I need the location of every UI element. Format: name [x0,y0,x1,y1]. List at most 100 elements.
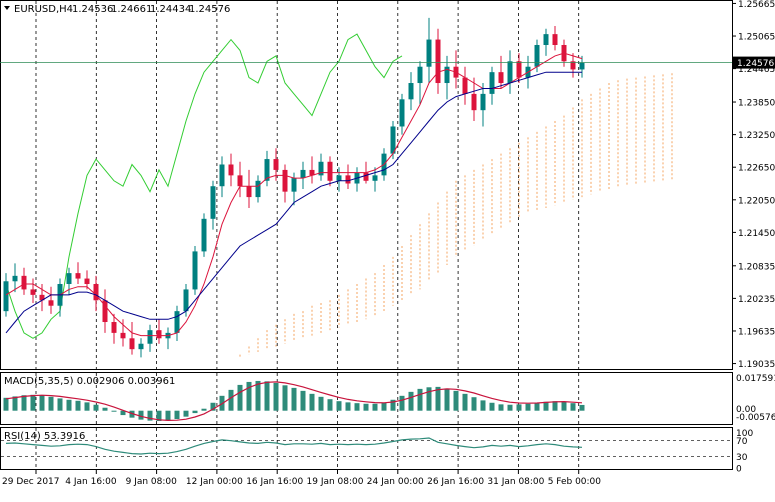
time-label-2: 9 Jan 08:00 [126,477,178,487]
macd-bar-64 [580,405,585,411]
macd-bar-57 [517,404,522,410]
rsi-axis-label-3: 0 [736,465,742,475]
candle-body-0 [4,281,9,311]
macd-bar-58 [526,404,531,411]
macd-bar-12 [112,411,117,412]
time-label-6: 24 Jan 00:00 [367,477,424,487]
kijun-line [6,72,582,333]
macd-bar-11 [103,408,108,411]
macd-bar-54 [490,403,495,411]
current-price-label: 1.24576 [737,59,774,69]
macd-bar-31 [283,385,288,410]
candle-body-5 [49,300,54,305]
macd-bar-34 [310,394,315,411]
macd-bar-33 [301,391,306,411]
macd-bar-63 [571,403,576,411]
macd-label: MACD(5,35,5) 0.002906 0.003961 [4,376,175,387]
time-label-0: 29 Dec 2017 [2,477,60,487]
macd-bar-42 [382,403,387,411]
candle-body-55 [499,72,504,83]
price-label-7: 1.21450 [738,229,775,239]
macd-bar-3 [31,395,36,411]
time-label-8: 31 Jan 08:00 [487,477,544,487]
price-label-9: 1.20235 [738,295,775,305]
macd-bar-0 [4,398,9,411]
macd-bar-25 [229,390,234,411]
candles [4,18,585,357]
time-label-4: 16 Jan 16:00 [246,477,303,487]
candle-body-46 [418,67,423,83]
macd-bar-44 [400,396,405,411]
time-label-9: 5 Feb 00:00 [548,477,602,487]
macd-bar-5 [49,397,54,411]
price-label-11: 1.19035 [738,360,775,370]
candle-body-26 [238,175,243,186]
candle-body-14 [130,338,135,349]
macd-bar-46 [418,389,423,411]
macd-bar-1 [13,396,18,410]
macd-bar-56 [508,405,513,411]
ohlc-high: 1.24661 [111,4,152,15]
macd-bar-38 [346,402,351,410]
time-label-5: 19 Jan 08:00 [307,477,364,487]
macd-bar-18 [166,411,171,421]
price-label-0: 1.25665 [738,0,775,10]
candle-body-41 [373,175,378,180]
candle-body-3 [31,289,36,294]
time-axis: 29 Dec 2017 4 Jan 16:00 9 Jan 08:00 12 Jan … [2,470,601,487]
candle-body-64 [580,62,585,69]
kijun-sen [6,72,582,333]
macd-bar-37 [337,401,342,411]
macd-bar-49 [445,388,450,410]
macd-bar-2 [22,395,27,410]
price-label-5: 1.22650 [738,164,775,174]
time-label-3: 12 Jan 00:00 [186,477,243,487]
candle-body-1 [13,276,18,281]
macd-bar-29 [265,381,270,410]
candle-body-20 [184,289,189,311]
candle-body-31 [283,170,288,192]
ohlc-open: 1.24536 [72,4,113,15]
candle-body-23 [211,186,216,219]
macd-bar-22 [202,409,207,411]
price-axis: 1.256651.250651.244651.238501.232501.226… [0,0,775,370]
candle-body-16 [148,330,153,344]
candle-body-7 [67,273,72,284]
symbol-name: EURUSD,H4 [14,4,73,15]
candle-body-48 [436,40,441,83]
price-label-10: 1.19635 [738,327,775,337]
candle-body-30 [274,159,279,170]
candle-body-12 [112,322,117,333]
macd-bar-32 [292,388,297,411]
macd-bar-30 [274,383,279,411]
macd-bar-35 [319,397,324,411]
time-label-1: 4 Jan 16:00 [65,477,117,487]
candle-body-25 [229,164,234,175]
candle-body-56 [508,61,513,83]
candle-body-44 [400,99,405,126]
ohlc-low: 1.24434 [150,4,191,15]
chikou-span [6,34,402,338]
candle-body-53 [481,94,486,110]
macd-bar-39 [355,403,360,411]
candle-body-33 [301,170,306,178]
price-label-3: 1.23850 [738,99,775,109]
macd-bar-52 [472,397,477,410]
candle-body-2 [22,276,27,290]
macd-bar-8 [76,401,81,411]
triangle-down-icon[interactable] [4,6,10,10]
candle-body-36 [328,162,333,181]
chikou-line [6,34,402,338]
symbol-header: EURUSD,H4 1.24536 1.24661 1.24434 1.2457… [4,4,230,15]
price-label-6: 1.22050 [738,196,775,206]
candle-body-15 [139,344,144,349]
macd-axis-label-0: 0.017591 [736,374,775,384]
macd-bar-4 [40,395,45,410]
macd-bar-53 [481,400,486,410]
ohlc-close: 1.24576 [189,4,230,15]
candle-body-40 [364,173,369,181]
main-panel-frame [1,1,733,370]
